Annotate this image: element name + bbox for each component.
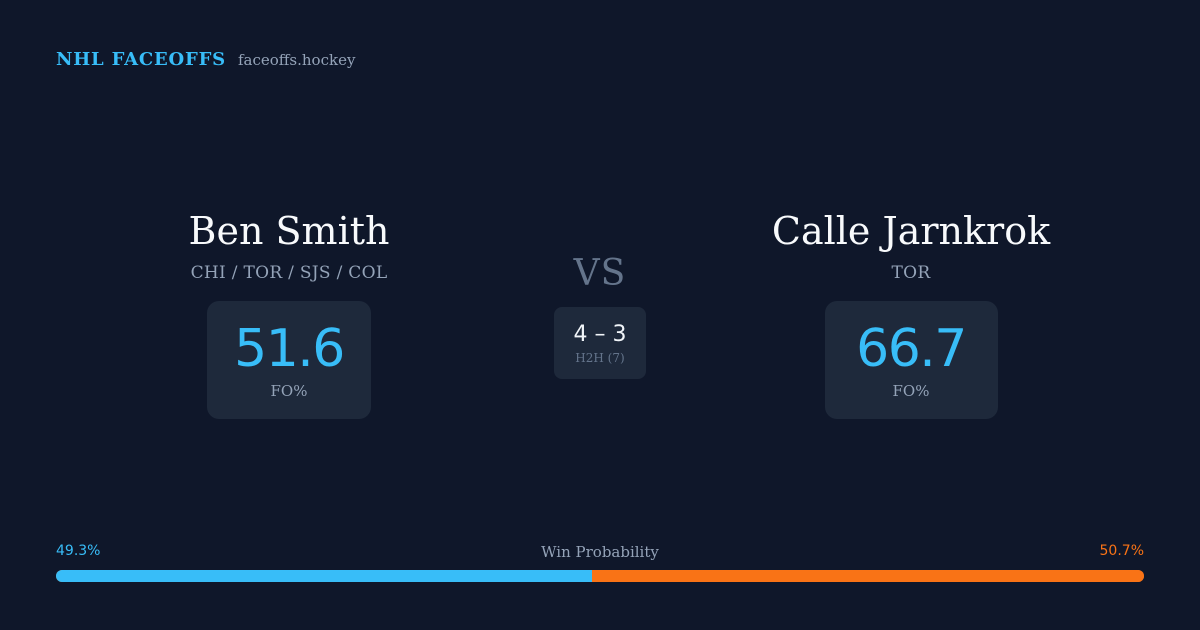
vs-label: VS <box>573 253 627 294</box>
h2h-score: 4 – 3 <box>573 321 627 347</box>
head-to-head-card: 4 – 3 H2H (7) <box>554 307 646 379</box>
player-left: Ben Smith CHI / TOR / SJS / COL 51.6 FO% <box>49 205 529 419</box>
faceoff-percentage-right: 66.7 <box>856 319 967 379</box>
h2h-label: H2H (7) <box>575 350 625 365</box>
stat-card-right: 66.7 FO% <box>824 301 998 419</box>
player-teams-right: TOR <box>891 263 931 283</box>
win-probability-bar <box>56 570 1144 582</box>
win-probability-right: 50.7% <box>1099 543 1144 559</box>
player-right: Calle Jarnkrok TOR 66.7 FO% <box>671 205 1151 419</box>
win-probability-fill-left <box>56 570 593 582</box>
player-name-right: Calle Jarnkrok <box>771 209 1051 253</box>
stat-label-left: FO% <box>270 382 308 400</box>
site-url[interactable]: faceoffs.hockey <box>237 51 356 69</box>
player-teams-left: CHI / TOR / SJS / COL <box>190 263 388 283</box>
player-name-left: Ben Smith <box>188 209 390 253</box>
stat-label-right: FO% <box>892 382 930 400</box>
win-probability-left: 49.3% <box>56 543 101 559</box>
win-probability-fill-right <box>592 570 1144 582</box>
brand-name[interactable]: NHL FACEOFFS <box>56 49 226 70</box>
stat-card-left: 51.6 FO% <box>207 301 371 419</box>
win-probability-labels: 49.3% Win Probability 50.7% <box>56 543 1144 563</box>
brand-header: NHL FACEOFFS faceoffs.hockey <box>56 49 355 70</box>
faceoff-percentage-left: 51.6 <box>234 319 345 379</box>
win-probability-title: Win Probability <box>541 543 659 561</box>
